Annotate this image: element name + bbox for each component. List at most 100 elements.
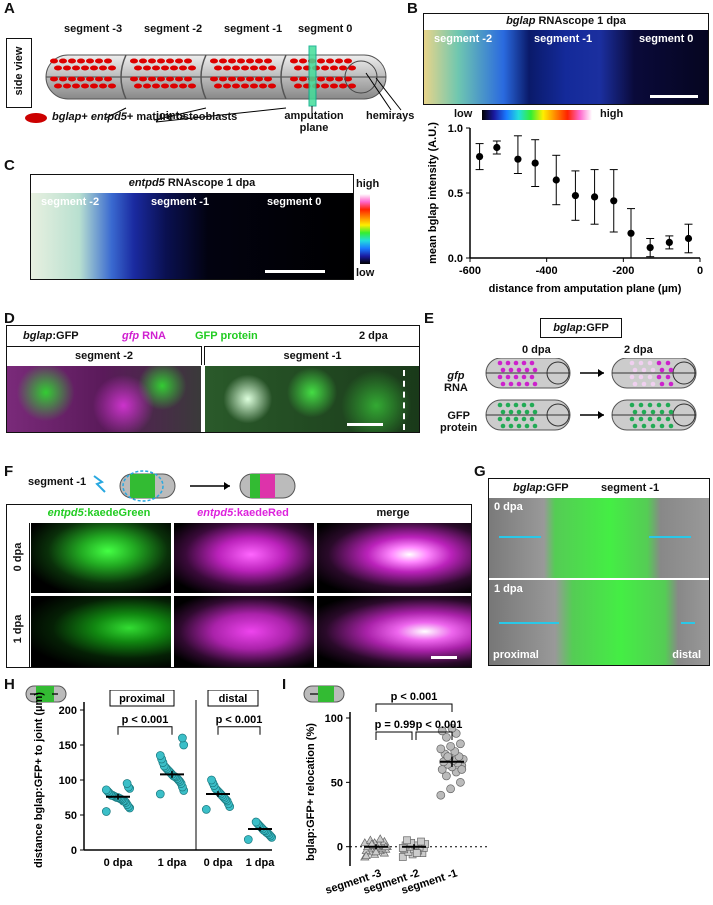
row-label-1dpa: 1 dpa: [12, 614, 24, 644]
gfp-1dpa-image: 1 dpa proximal distal: [489, 580, 709, 665]
data-point: [179, 740, 189, 750]
significance-bracket: [217, 726, 261, 735]
cell: [521, 402, 527, 408]
cell: [497, 402, 503, 408]
cell: [659, 367, 665, 373]
y-tick-label: 1.0: [448, 123, 463, 135]
cell: [513, 374, 519, 380]
x-tick-label: 0: [697, 265, 703, 277]
data-point: [403, 836, 411, 845]
data-point: [590, 193, 599, 201]
y-axis-label: bglap:GFP+ relocation (%): [305, 723, 317, 861]
cell: [505, 416, 511, 422]
data-point: [493, 143, 501, 152]
panel-d-frame: bglap:GFP gfp RNA GFP protein 2 dpa segm…: [6, 325, 420, 433]
panel-i-icon: [303, 685, 345, 703]
segment-label: segment -2: [434, 33, 493, 45]
significance-bracket: [375, 703, 453, 712]
data-point: [446, 741, 455, 751]
data-point: [207, 775, 216, 785]
kaede-green-1dpa: [31, 596, 171, 667]
arrowhead: [598, 369, 604, 419]
side-view-box: side view: [6, 38, 32, 108]
kaede-red-0dpa: [174, 523, 314, 593]
segment-label: segment -1: [204, 346, 420, 365]
scale-bar: [265, 270, 325, 273]
arrow: [580, 372, 604, 416]
data-point: [371, 847, 381, 856]
colorbar-low-label: low: [356, 267, 375, 279]
panel-d-rna-label: gfp RNA: [122, 330, 167, 342]
cell: [647, 360, 653, 366]
panel-e-title: bglap:GFP: [540, 318, 622, 338]
cell: [641, 423, 647, 429]
cell: [659, 409, 665, 415]
panel-f-segment: segment -1: [28, 476, 87, 488]
cell: [521, 360, 527, 366]
cell: [668, 367, 674, 373]
y-tick-label: 100: [325, 713, 343, 725]
significance-bracket: [415, 731, 453, 740]
data-point: [375, 834, 385, 843]
data-point: [684, 234, 693, 243]
cell: [529, 374, 535, 380]
data-point: [437, 726, 447, 736]
cell: [529, 402, 535, 408]
scale-bar: [347, 423, 383, 426]
time-label: 1 dpa: [494, 583, 523, 595]
cell: [629, 360, 635, 366]
joints-label: joints: [156, 110, 186, 122]
segment-label: segment 0: [267, 196, 322, 208]
panel-b-chart: 0.0 0.5 1.0 -600 -400 -200 0 distance from ampu…: [427, 122, 703, 295]
cell: [516, 423, 522, 429]
x-tick-label: -400: [536, 265, 558, 277]
panel-h-icon: [25, 685, 67, 703]
amputation-plane-label: amputation plane: [284, 110, 344, 134]
panel-label-a: A: [4, 0, 15, 17]
segment-minus2-fluorescence: [7, 366, 201, 432]
cell: [638, 360, 644, 366]
cell: [524, 381, 530, 387]
panel-b-image-frame: bglap RNAscope 1 dpa segment -2 segment …: [423, 13, 709, 105]
data-point: [456, 777, 465, 787]
segment-label: segment -1: [151, 196, 210, 208]
cell: [497, 360, 503, 366]
cell: [529, 416, 535, 422]
panel-label-e: E: [424, 310, 435, 327]
distal-distance-arrow: [649, 536, 691, 538]
cell: [629, 402, 635, 408]
y-tick-label: 50: [331, 777, 343, 789]
data-point: [610, 197, 618, 205]
panel-c-title: entpd5 RNAscope 1 dpa: [128, 177, 256, 189]
x-tick-label: 0 dpa: [204, 857, 234, 869]
panel-d-protein-label: GFP protein: [195, 330, 258, 342]
cell: [500, 367, 506, 373]
group-box: [207, 690, 259, 707]
cell: [668, 381, 674, 387]
cell: [508, 381, 514, 387]
segment-label: segment -1: [534, 33, 593, 45]
cell: [647, 374, 653, 380]
scale-bar: [431, 656, 457, 659]
panel-d-reporter: bglap:GFP: [23, 330, 79, 342]
cell: [513, 416, 519, 422]
gfp-0dpa-image: 0 dpa: [489, 498, 709, 578]
cell: [505, 374, 511, 380]
amputation-line: [403, 370, 405, 430]
data-point: [531, 159, 539, 167]
cell: [505, 360, 511, 366]
cell: [516, 381, 522, 387]
panel-f-frame: entpd5:kaedeGreen entpd5:kaedeRed merge …: [6, 504, 472, 668]
cell: [638, 416, 644, 422]
x-tick-label: 1 dpa: [158, 857, 188, 869]
data-point: [446, 784, 455, 794]
proximal-distance-arrow: [499, 536, 541, 538]
panel-e-row1-label: gfp RNA: [444, 370, 468, 394]
colorbar-high-label: high: [356, 178, 380, 190]
cell: [656, 402, 662, 408]
panel-a: side view segment -3 segment -2 segment …: [6, 18, 416, 134]
data-point: [571, 192, 580, 200]
entpd5-rnascope-image: segment -2 segment -1 segment 0: [31, 193, 353, 279]
significance-bracket: [117, 726, 173, 735]
